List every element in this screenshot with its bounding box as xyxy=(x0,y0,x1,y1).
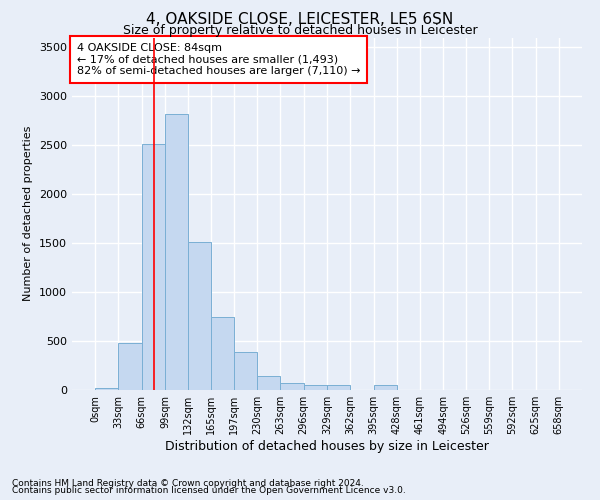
Bar xyxy=(234,352,257,390)
Text: Contains HM Land Registry data © Crown copyright and database right 2024.: Contains HM Land Registry data © Crown c… xyxy=(12,478,364,488)
Text: 4, OAKSIDE CLOSE, LEICESTER, LE5 6SN: 4, OAKSIDE CLOSE, LEICESTER, LE5 6SN xyxy=(146,12,454,28)
Bar xyxy=(95,388,118,390)
Bar xyxy=(118,343,142,390)
Bar xyxy=(327,384,350,390)
Bar xyxy=(257,376,280,390)
Bar xyxy=(165,114,188,390)
Bar xyxy=(280,383,304,390)
Bar xyxy=(374,384,397,390)
Text: Size of property relative to detached houses in Leicester: Size of property relative to detached ho… xyxy=(122,24,478,37)
Text: Contains public sector information licensed under the Open Government Licence v3: Contains public sector information licen… xyxy=(12,486,406,495)
Bar xyxy=(211,316,234,390)
Bar xyxy=(142,144,165,390)
X-axis label: Distribution of detached houses by size in Leicester: Distribution of detached houses by size … xyxy=(165,440,489,453)
Bar xyxy=(304,385,327,390)
Y-axis label: Number of detached properties: Number of detached properties xyxy=(23,126,34,302)
Bar xyxy=(188,242,211,390)
Text: 4 OAKSIDE CLOSE: 84sqm
← 17% of detached houses are smaller (1,493)
82% of semi-: 4 OAKSIDE CLOSE: 84sqm ← 17% of detached… xyxy=(77,43,361,76)
